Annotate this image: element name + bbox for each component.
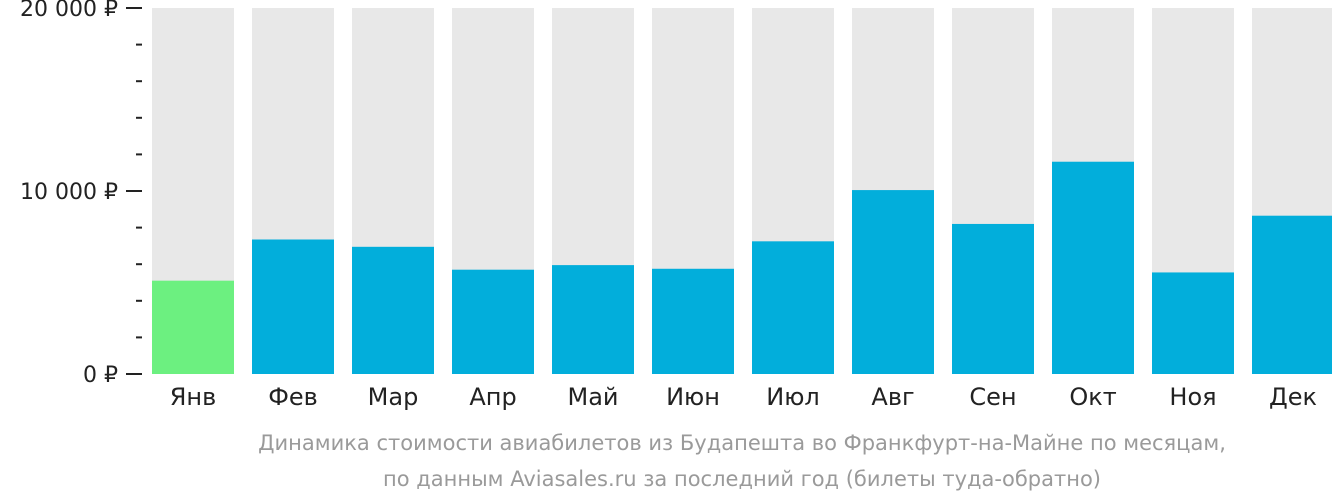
x-tick-label: Май <box>567 383 618 411</box>
x-tick-label: Июл <box>766 383 820 411</box>
x-tick-label: Ноя <box>1169 383 1216 411</box>
x-tick-label: Июн <box>666 383 720 411</box>
y-tick-label: 0 ₽ <box>83 363 118 388</box>
x-tick-label: Апр <box>469 383 516 411</box>
chart-caption-line-1: Динамика стоимости авиабилетов из Будапе… <box>258 431 1226 455</box>
bar-2[interactable] <box>252 239 334 374</box>
bar-10[interactable] <box>1052 161 1134 374</box>
x-tick-label: Фев <box>268 383 318 411</box>
x-tick-label: Янв <box>170 383 217 411</box>
bar-1[interactable] <box>152 280 234 374</box>
x-tick-label: Окт <box>1069 383 1116 411</box>
bars-group <box>152 8 1332 374</box>
x-tick-label: Дек <box>1269 383 1317 411</box>
price-bar-chart: 0 ₽ 10 000 ₽ 20 000 ₽ Янв Фев Мар Апр Май Июн Ию… <box>20 0 1332 411</box>
y-tick-label: 20 000 ₽ <box>20 0 118 22</box>
bar-8[interactable] <box>852 190 934 374</box>
bar-9[interactable] <box>952 223 1034 374</box>
chart-caption-line-2: по данным Aviasales.ru за последний год … <box>383 467 1101 491</box>
bar-3[interactable] <box>352 246 434 374</box>
bar-5[interactable] <box>552 265 634 374</box>
y-tick-label: 10 000 ₽ <box>20 180 118 205</box>
y-axis: 0 ₽ 10 000 ₽ 20 000 ₽ <box>20 0 142 388</box>
bar-12[interactable] <box>1252 215 1332 374</box>
x-tick-label: Мар <box>368 383 419 411</box>
bar-7[interactable] <box>752 241 834 374</box>
x-axis-labels: Янв Фев Мар Апр Май Июн Июл Авг Сен Окт Ноя Дек <box>170 383 1317 411</box>
x-tick-label: Сен <box>969 383 1016 411</box>
bar-11[interactable] <box>1152 272 1234 374</box>
x-tick-label: Авг <box>871 383 914 411</box>
bar-4[interactable] <box>452 269 534 374</box>
bar-6[interactable] <box>652 268 734 374</box>
